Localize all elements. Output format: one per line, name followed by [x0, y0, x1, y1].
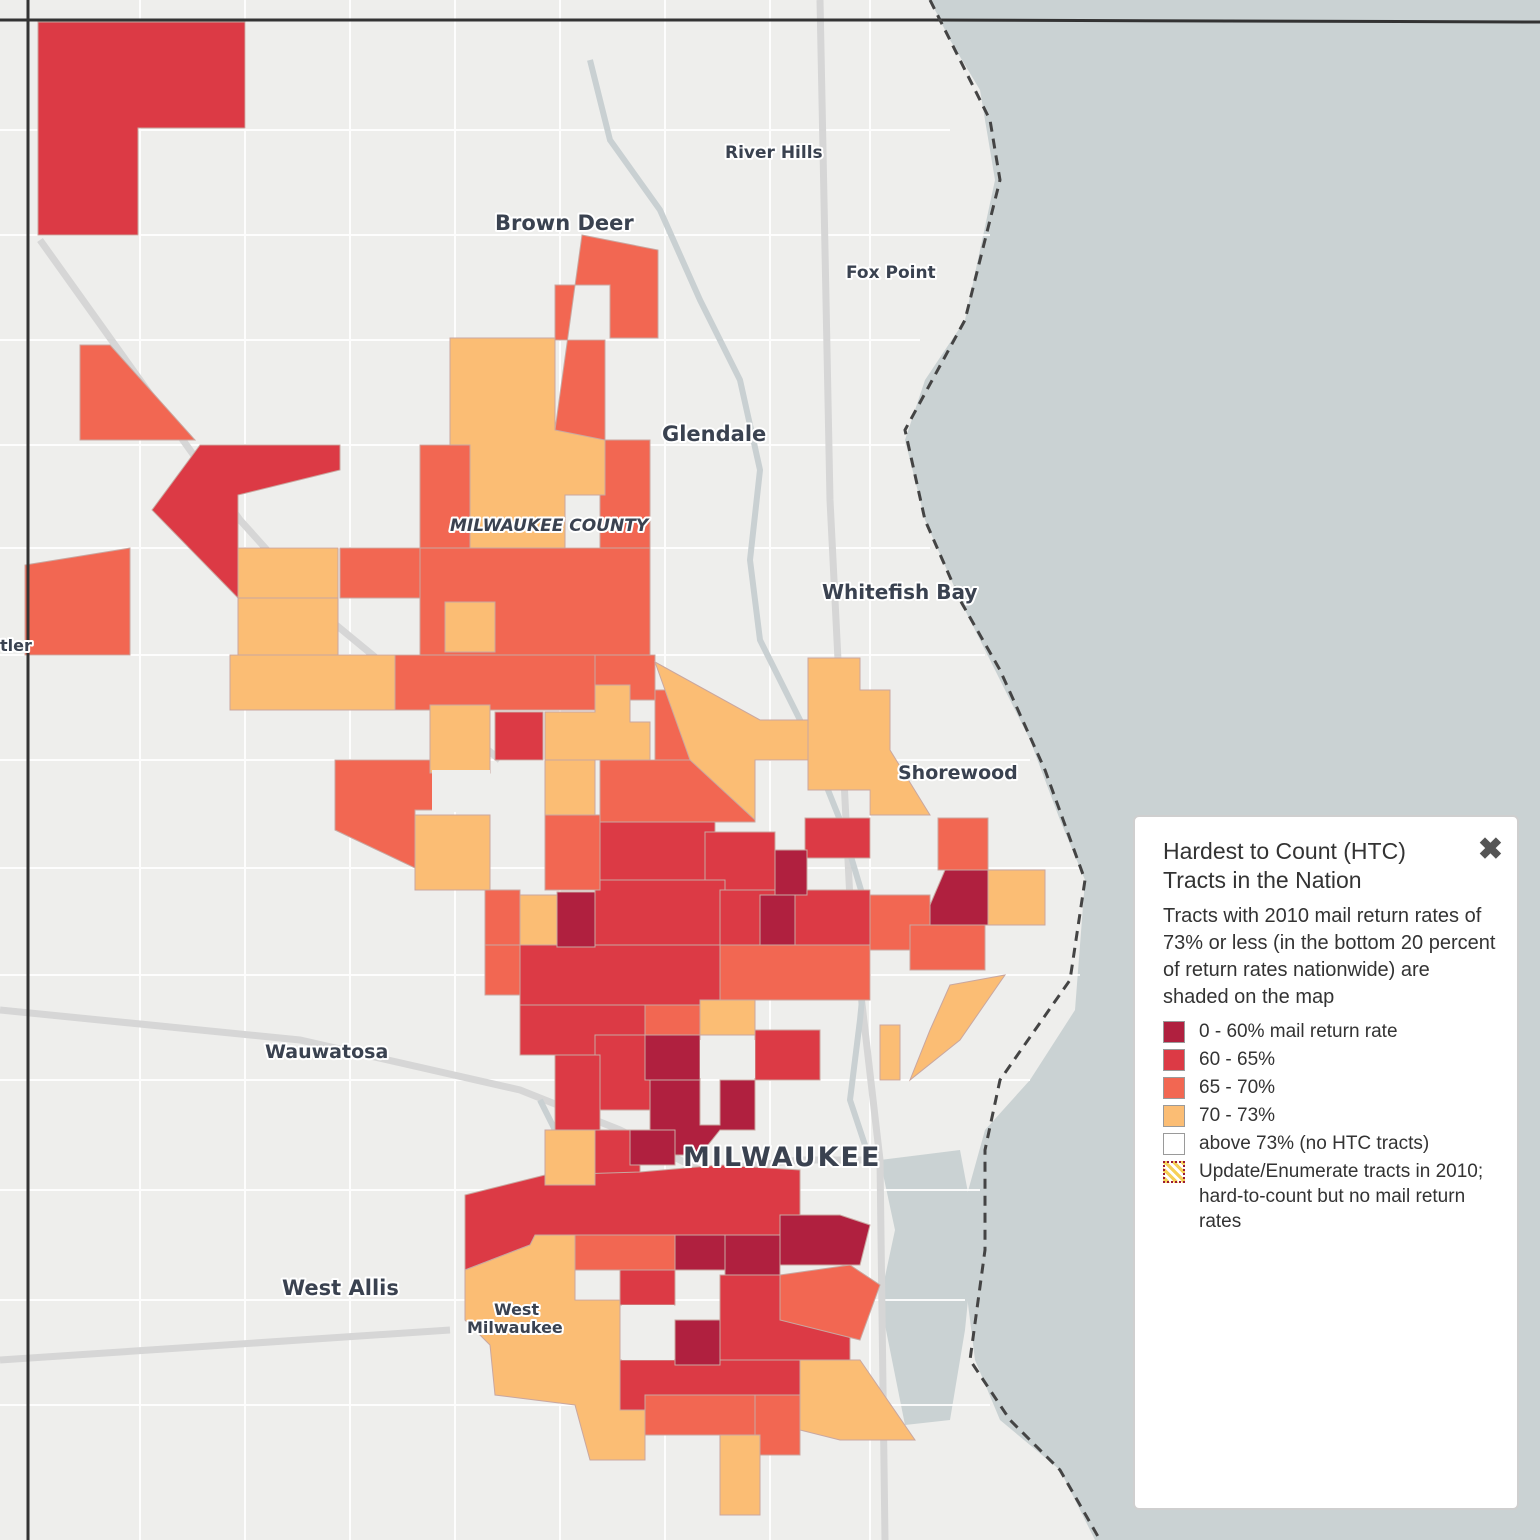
place-label-glendale: Glendale — [662, 422, 766, 446]
close-icon[interactable]: ✖ — [1477, 833, 1503, 866]
legend-item-label: 70 - 73% — [1199, 1105, 1276, 1126]
place-label-wauwatosa: Wauwatosa — [265, 1041, 388, 1063]
legend-item-0-60: 0 - 60% mail return rate — [1163, 1019, 1497, 1044]
place-label-whitefish-bay: Whitefish Bay — [822, 580, 977, 604]
legend-title: Hardest to Count (HTC) Tracts in the Nat… — [1163, 838, 1406, 893]
legend-item-above-73: above 73% (no HTC tracts) — [1163, 1131, 1497, 1156]
place-label-west-milwaukee-line1: West — [494, 1300, 539, 1319]
place-label-fox-point: Fox Point — [846, 263, 936, 283]
legend-item-label: Update/Enumerate tracts in 2010; hard-to… — [1199, 1161, 1484, 1232]
place-label-milwaukee: MILWAUKEE — [683, 1142, 881, 1173]
legend-item-label: 0 - 60% mail return rate — [1199, 1021, 1398, 1042]
legend-swatch — [1163, 1077, 1185, 1099]
legend-items: 0 - 60% mail return rate 60 - 65% 65 - 7… — [1163, 1019, 1497, 1234]
legend-item-label: 65 - 70% — [1199, 1077, 1276, 1098]
legend-swatch — [1163, 1049, 1185, 1071]
place-label-west-milwaukee-line2: Milwaukee — [467, 1318, 563, 1337]
legend-swatch — [1163, 1133, 1185, 1155]
legend-item-70-73: 70 - 73% — [1163, 1103, 1497, 1128]
harbor-water — [880, 1150, 975, 1425]
place-labels: River Hills Brown Deer Fox Point Glendal… — [0, 141, 1020, 1339]
place-label-butler: tler — [0, 636, 32, 655]
map-legend: Hardest to Count (HTC) Tracts in the Nat… — [1133, 815, 1519, 1510]
legend-item-label: 60 - 65% — [1199, 1049, 1276, 1070]
place-label-west-allis: West Allis — [282, 1276, 399, 1300]
place-label-brown-deer: Brown Deer — [495, 211, 634, 235]
legend-swatch — [1163, 1021, 1185, 1043]
place-label-milwaukee-county: MILWAUKEE COUNTY — [450, 516, 650, 536]
htc-tracts — [24, 21, 1046, 1516]
legend-swatch — [1163, 1105, 1185, 1127]
legend-description: Tracts with 2010 mail return rates of 73… — [1163, 905, 1496, 1008]
place-label-river-hills: River Hills — [725, 143, 823, 163]
legend-item-update-enumerate: Update/Enumerate tracts in 2010; hard-to… — [1163, 1159, 1497, 1234]
place-label-shorewood: Shorewood — [898, 762, 1018, 784]
legend-item-label: above 73% (no HTC tracts) — [1199, 1133, 1430, 1154]
legend-swatch-hatched — [1163, 1161, 1185, 1183]
legend-item-65-70: 65 - 70% — [1163, 1075, 1497, 1100]
legend-item-60-65: 60 - 65% — [1163, 1047, 1497, 1072]
